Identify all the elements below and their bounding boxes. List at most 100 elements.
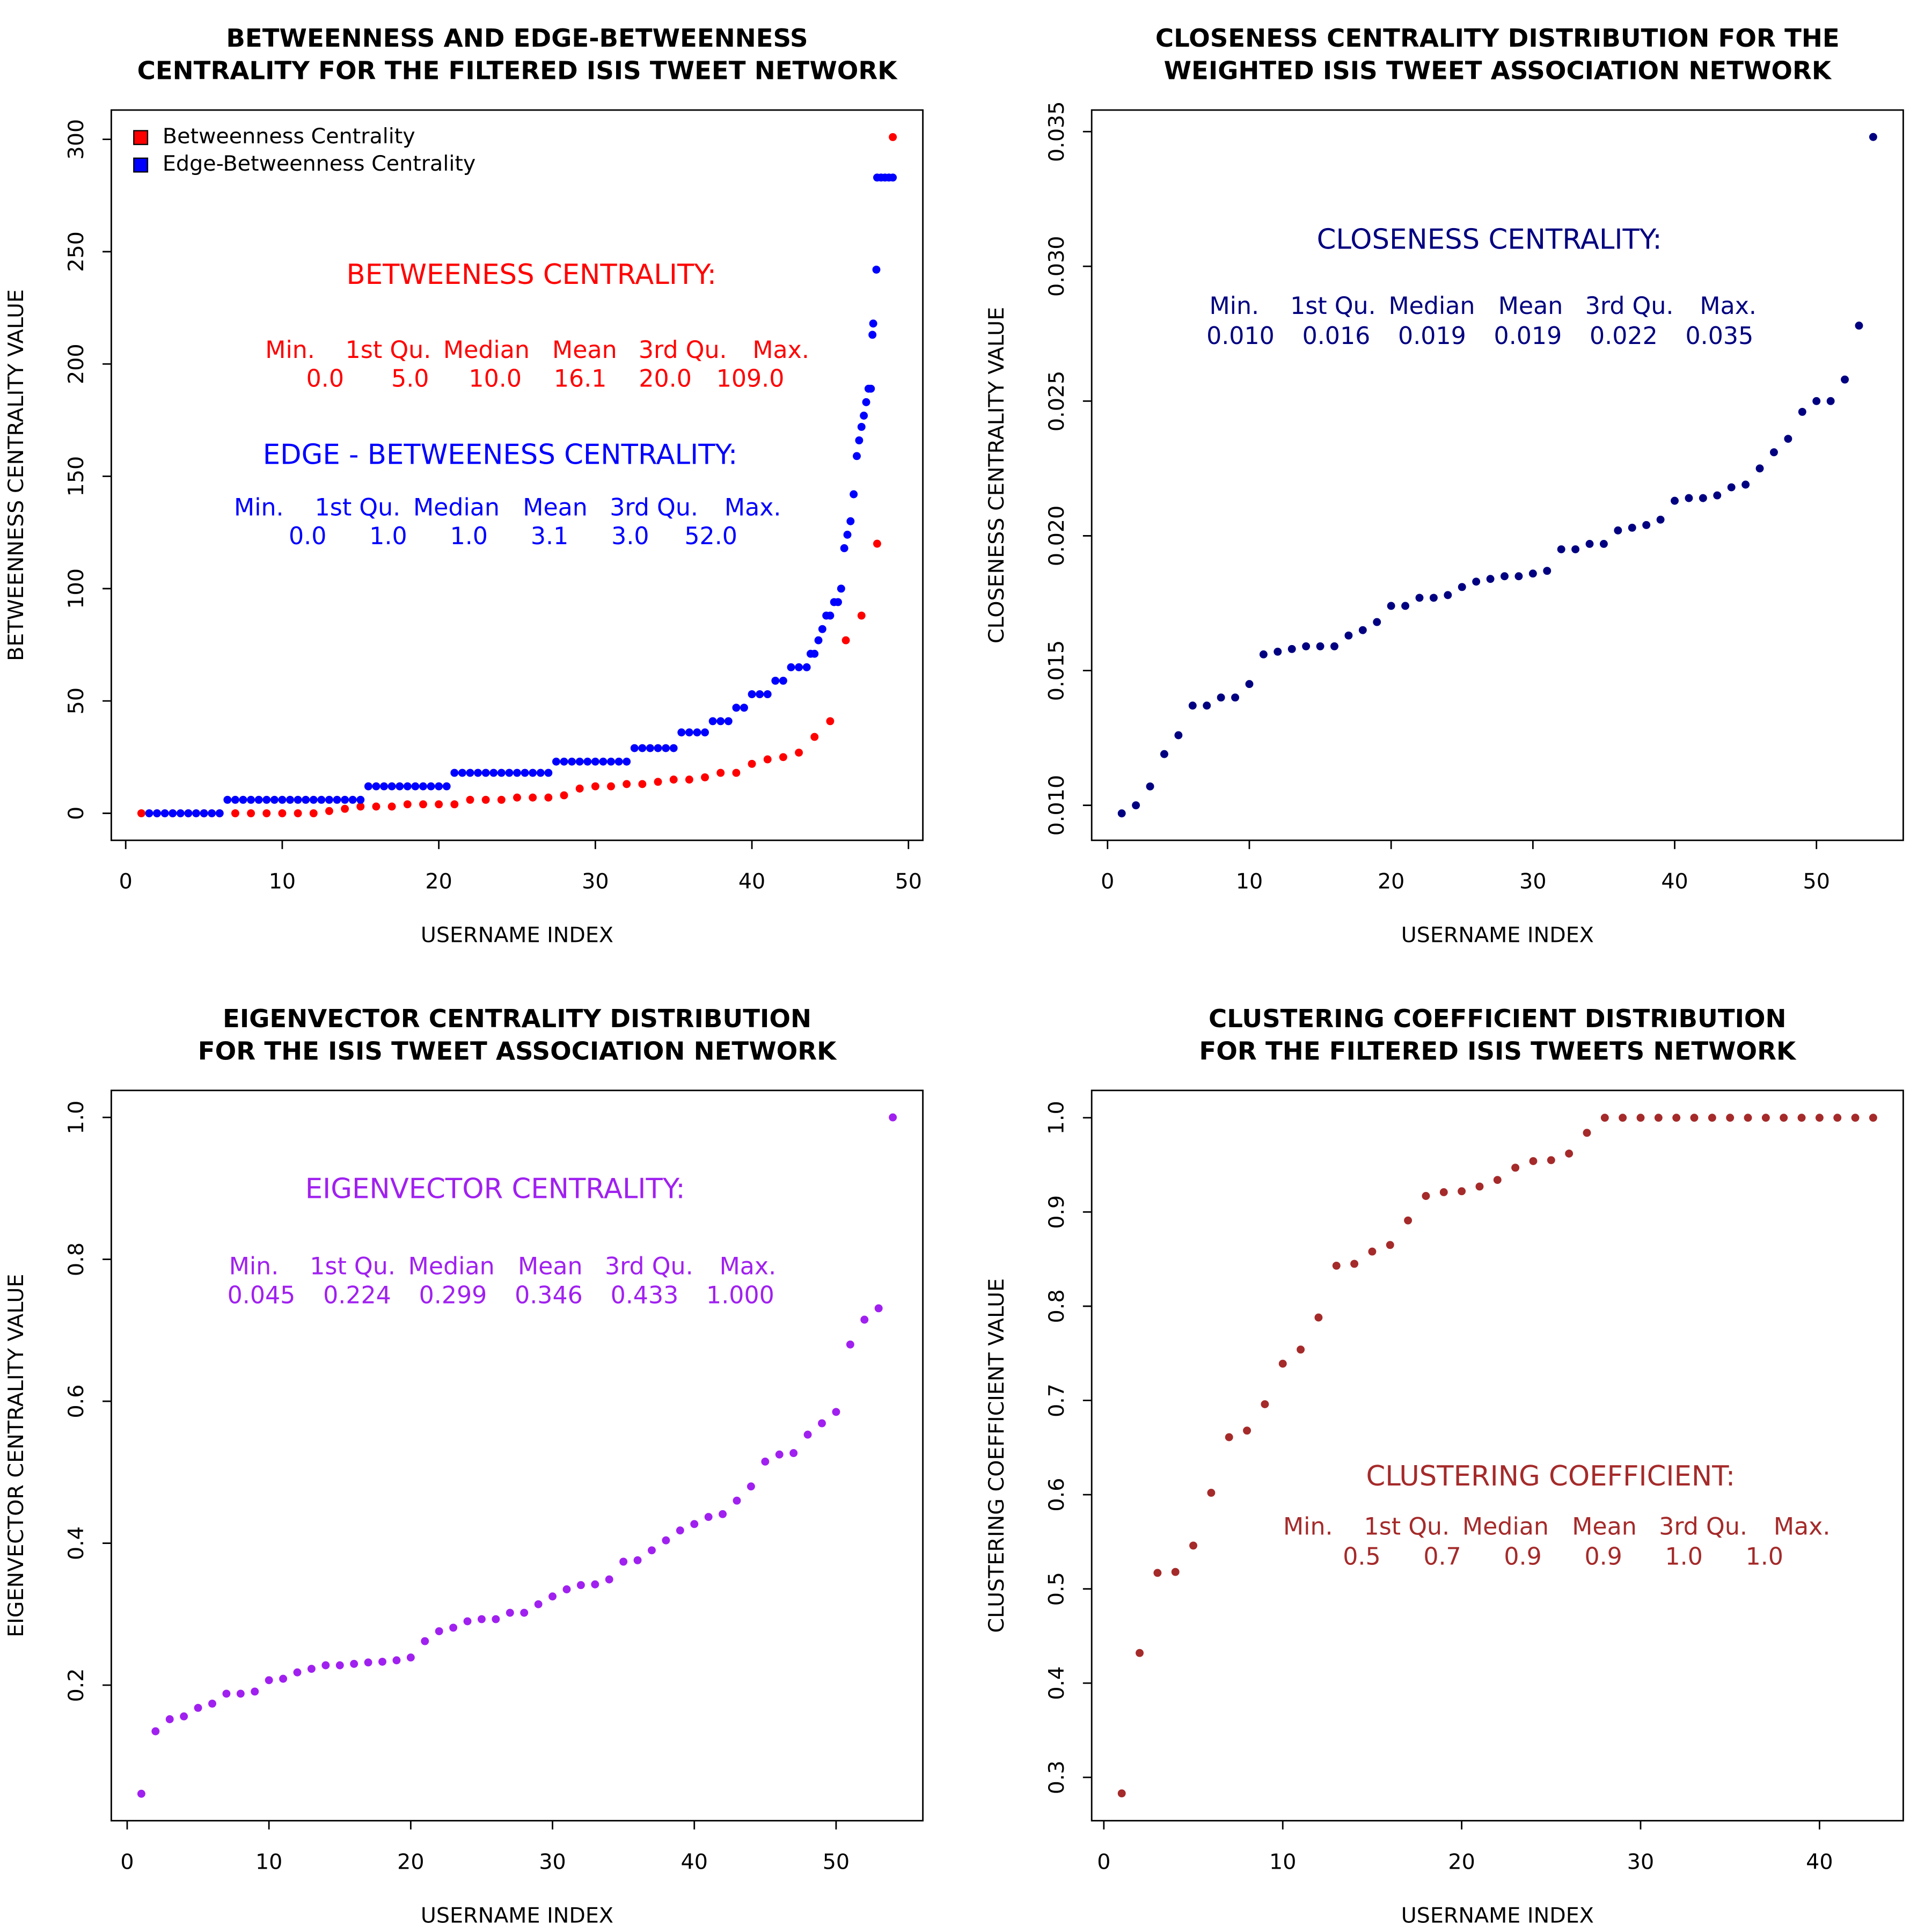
point [208, 809, 216, 817]
point [145, 809, 153, 817]
summary-header: Mean [523, 494, 588, 521]
chart-title: FOR THE FILTERED ISIS TWEETS NETWORK [1199, 1036, 1797, 1065]
summary-header: 3rd Qu. [1585, 292, 1674, 320]
point [1174, 731, 1183, 740]
point [591, 757, 599, 766]
point [222, 1689, 231, 1698]
summary-value: 0.224 [323, 1282, 391, 1309]
point [265, 1676, 273, 1685]
summary-value: 0.9 [1584, 1543, 1622, 1570]
point [1726, 1114, 1735, 1122]
point [372, 782, 380, 791]
point [669, 775, 678, 784]
summary-header: Median [413, 494, 500, 521]
point [591, 782, 599, 791]
point [262, 795, 271, 804]
point [387, 802, 396, 811]
point [867, 384, 875, 393]
point [568, 757, 576, 766]
point [761, 1458, 770, 1466]
point [294, 795, 302, 804]
point [560, 757, 568, 766]
point [662, 744, 670, 752]
point [623, 780, 631, 788]
point [435, 1627, 443, 1635]
point [270, 795, 279, 804]
point [1656, 515, 1665, 524]
point [251, 1687, 259, 1696]
y-tick-label: 0.8 [1044, 1289, 1069, 1323]
point [1614, 526, 1622, 535]
point [279, 1674, 288, 1683]
summary-header: Max. [1774, 1513, 1831, 1540]
point [1171, 1568, 1180, 1576]
point [350, 1659, 358, 1668]
point [803, 1430, 812, 1439]
point [309, 809, 318, 817]
point [1274, 647, 1282, 656]
summary-header: Median [408, 1253, 495, 1280]
point [1344, 631, 1353, 640]
point [247, 809, 255, 817]
summary-value: 0.433 [611, 1282, 679, 1309]
summary-header: 1st Qu. [1290, 292, 1376, 320]
point [1599, 540, 1608, 548]
point [307, 1665, 316, 1673]
point [427, 782, 435, 791]
point [200, 809, 208, 817]
point [826, 717, 835, 726]
point [787, 663, 795, 671]
point [1855, 321, 1863, 330]
point [513, 793, 521, 802]
point [1160, 750, 1168, 758]
summary-value: 0.299 [419, 1282, 487, 1309]
y-tick-label: 0.015 [1044, 640, 1069, 701]
point [732, 704, 741, 712]
point [874, 1304, 883, 1313]
point [868, 331, 877, 339]
point [341, 795, 349, 804]
point [583, 757, 592, 766]
point [356, 802, 365, 811]
point [1619, 1114, 1627, 1122]
x-tick-label: 10 [1269, 1849, 1296, 1874]
point [704, 1513, 713, 1521]
point [1350, 1260, 1359, 1268]
point [779, 753, 787, 762]
point [176, 809, 185, 817]
point [1245, 680, 1254, 689]
point [701, 773, 709, 781]
summary-header: 3rd Qu. [639, 336, 727, 364]
y-tick-label: 0.5 [1044, 1572, 1069, 1606]
point [810, 649, 819, 658]
point [1547, 1156, 1555, 1165]
point [669, 744, 678, 752]
point [1833, 1114, 1842, 1122]
summary-header: Median [1388, 292, 1475, 320]
point [1217, 693, 1225, 702]
point [1812, 397, 1821, 405]
point [380, 782, 388, 791]
point [860, 1315, 869, 1324]
point [1798, 407, 1806, 416]
summary-value: 0.019 [1494, 323, 1562, 350]
summary-value: 1.0 [1665, 1543, 1703, 1570]
point [1528, 569, 1537, 578]
point [1585, 540, 1594, 548]
point [1439, 1188, 1448, 1196]
plot-frame [110, 1089, 924, 1822]
point [1501, 572, 1509, 581]
point [732, 769, 741, 777]
point [619, 1557, 628, 1566]
point [387, 782, 396, 791]
point [685, 775, 693, 784]
point [638, 744, 647, 752]
point [740, 704, 748, 712]
chart-title: WEIGHTED ISIS TWEET ASSOCIATION NETWORK [1164, 56, 1832, 85]
summary-value: 0.346 [515, 1282, 583, 1309]
y-tick-label: 50 [64, 687, 89, 714]
point [1146, 782, 1154, 791]
summary-value: 1.000 [706, 1282, 774, 1309]
point [1628, 523, 1636, 532]
y-tick-label: 0.6 [1044, 1478, 1069, 1512]
